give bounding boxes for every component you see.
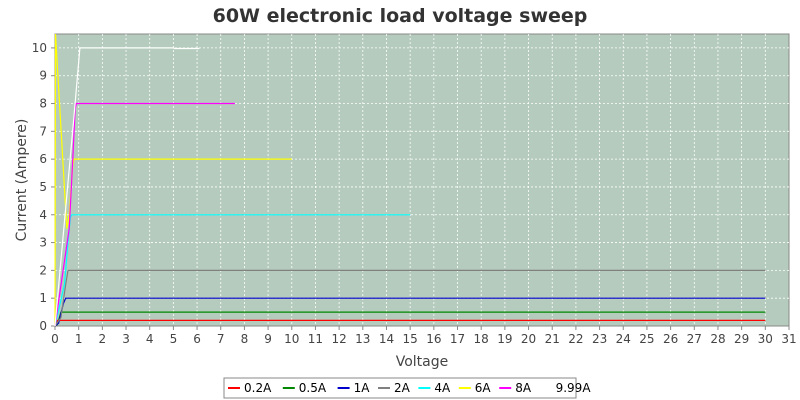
legend-item: 6A: [458, 381, 492, 395]
x-tick-label: 3: [122, 332, 130, 346]
legend-label: 0.2A: [244, 381, 272, 395]
y-tick-label: 2: [39, 263, 47, 277]
y-tick-label: 8: [39, 97, 47, 111]
plot-area: [54, 33, 790, 327]
y-tick-label: 6: [39, 152, 47, 166]
y-tick-label: 0: [39, 319, 47, 333]
x-tick-label: 19: [497, 332, 512, 346]
x-axis-label: Voltage: [396, 354, 449, 370]
x-tick-label: 27: [687, 332, 702, 346]
x-tick-label: 13: [355, 332, 370, 346]
legend-item: 0.2A: [228, 381, 272, 395]
x-tick-label: 18: [474, 332, 489, 346]
legend-item: 1A: [337, 381, 371, 395]
legend-label: 9.99A: [556, 381, 592, 395]
x-axis-ticks: 0 1 2 3 4 5 6 7 8 9 10 11 12 13 14 15 16 17 18 19 20 21 22 23 24…: [51, 326, 797, 346]
x-tick-label: 29: [734, 332, 749, 346]
x-tick-label: 25: [639, 332, 654, 346]
series-line-8A: [54, 102, 235, 327]
y-tick-label: 7: [39, 124, 47, 138]
y-axis-label: Current (Ampere): [14, 119, 30, 242]
x-tick-label: 31: [781, 332, 796, 346]
series-lines: [54, 33, 766, 327]
legend-item: 4A: [418, 381, 451, 395]
x-tick-label: 16: [426, 332, 441, 346]
x-tick-label: 10: [284, 332, 299, 346]
legend-item: 8A: [499, 381, 532, 395]
legend-label: 1A: [354, 381, 371, 395]
x-tick-label: 1: [75, 332, 83, 346]
x-tick-label: 12: [331, 332, 346, 346]
legend-label: 4A: [434, 381, 451, 395]
legend-label: 8A: [515, 381, 532, 395]
x-tick-label: 23: [592, 332, 607, 346]
x-tick-label: 8: [241, 332, 249, 346]
y-tick-label: 4: [39, 208, 47, 222]
x-tick-label: 26: [663, 332, 678, 346]
x-tick-label: 20: [521, 332, 536, 346]
x-tick-label: 5: [170, 332, 178, 346]
y-tick-label: 3: [39, 236, 47, 250]
x-tick-label: 17: [450, 332, 465, 346]
plot-background: [54, 33, 790, 327]
x-tick-label: 21: [545, 332, 560, 346]
x-tick-label: 0: [51, 332, 59, 346]
x-tick-label: 6: [193, 332, 201, 346]
legend-item: 9.99A: [539, 381, 592, 395]
x-tick-label: 2: [99, 332, 107, 346]
legend-label: 6A: [475, 381, 492, 395]
legend-item: 0.5A: [282, 381, 327, 395]
y-tick-label: 1: [39, 291, 47, 305]
chart-title: 60W electronic load voltage sweep: [213, 5, 588, 27]
x-tick-label: 7: [217, 332, 225, 346]
x-tick-label: 15: [403, 332, 418, 346]
y-axis-ticks: 0 1 2 3 4 5 6 7 8 9 10: [32, 41, 55, 333]
legend-label: 0.5A: [299, 381, 327, 395]
legend-item: 2A: [378, 381, 411, 395]
x-tick-label: 30: [758, 332, 773, 346]
y-tick-label: 5: [39, 180, 47, 194]
x-tick-label: 4: [146, 332, 154, 346]
x-tick-label: 9: [264, 332, 272, 346]
legend-box: [223, 377, 577, 399]
series-line-6A: [54, 33, 292, 327]
x-tick-label: 24: [616, 332, 631, 346]
legend: 0.2A 0.5A 1A 2A 4A 6A 8A 9.99A: [223, 377, 592, 399]
grid-lines: [55, 34, 789, 326]
series-line-2A: [54, 269, 766, 327]
x-tick-label: 11: [308, 332, 323, 346]
y-tick-label: 10: [32, 41, 47, 55]
legend-label: 2A: [394, 381, 411, 395]
x-tick-label: 14: [379, 332, 394, 346]
x-tick-label: 22: [568, 332, 583, 346]
y-tick-label: 9: [39, 69, 47, 83]
series-line-9-99A: [54, 47, 200, 327]
x-tick-label: 28: [710, 332, 725, 346]
